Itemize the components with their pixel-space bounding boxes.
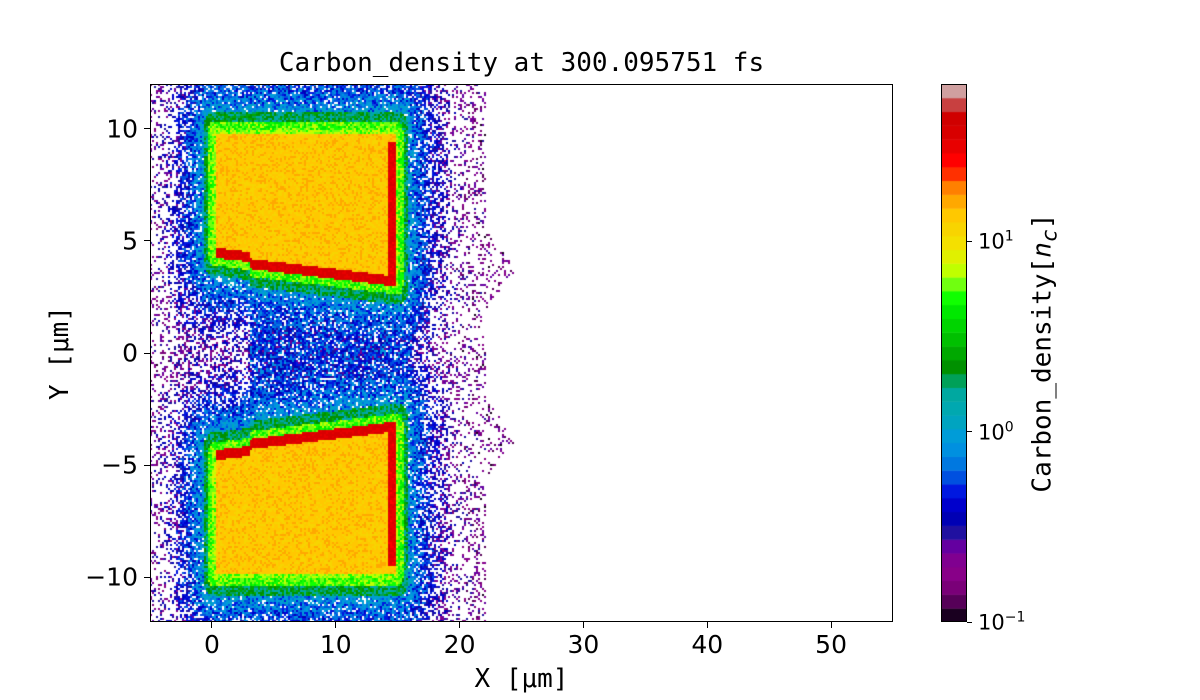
colorbar-tick-mark [967,621,972,623]
tick-exponent: −1 [1004,609,1026,626]
x-tick-mark [706,622,708,628]
colorbar-label: Carbon_density[nc] [1027,213,1062,492]
x-tick-label: 40 [691,630,724,659]
tick-base: 10 [978,610,1005,635]
tick-exponent: 0 [1004,419,1014,436]
tick-exponent: 1 [1004,228,1014,245]
colorbar-label-text: Carbon_density[ [1027,257,1058,493]
y-axis-label: Y [μm] [45,306,75,400]
x-tick-label: 50 [815,630,847,659]
colorbar-tick-mark [967,240,972,242]
colorbar-tick-mark [967,431,972,433]
colorbar-tick-label: 10−1 [978,610,1025,635]
colorbar-tick-label: 101 [978,229,1014,254]
x-tick-mark [582,622,584,628]
y-tick-label: −5 [101,450,138,480]
y-tick-label: 10 [106,114,138,144]
x-axis-label: X [μm] [474,664,569,694]
y-tick-label: −10 [85,562,138,592]
x-tick-mark [211,622,213,628]
x-tick-label: 30 [567,630,600,659]
y-tick-mark [144,464,150,466]
colorbar [941,84,967,622]
density-heatmap [150,84,893,622]
colorbar-label-end: ] [1027,213,1058,230]
y-tick-label: 0 [122,338,138,368]
x-tick-mark [335,622,337,628]
y-tick-mark [144,576,150,578]
y-tick-label: 5 [122,226,138,256]
colorbar-label-var: n [1027,242,1058,258]
x-tick-label: 20 [443,630,476,659]
y-tick-mark [144,128,150,130]
x-tick-label: 0 [203,630,220,659]
y-tick-mark [144,240,150,242]
colorbar-frame [941,84,967,622]
x-tick-mark [830,622,832,628]
tick-base: 10 [978,420,1005,445]
plot-area [150,84,893,622]
y-tick-mark [144,352,150,354]
colorbar-label-sub: c [1037,229,1063,243]
x-tick-label: 10 [319,630,352,659]
tick-base: 10 [978,229,1005,254]
chart-title: Carbon_density at 300.095751 fs [278,48,765,78]
x-tick-mark [459,622,461,628]
colorbar-tick-label: 100 [978,419,1014,444]
